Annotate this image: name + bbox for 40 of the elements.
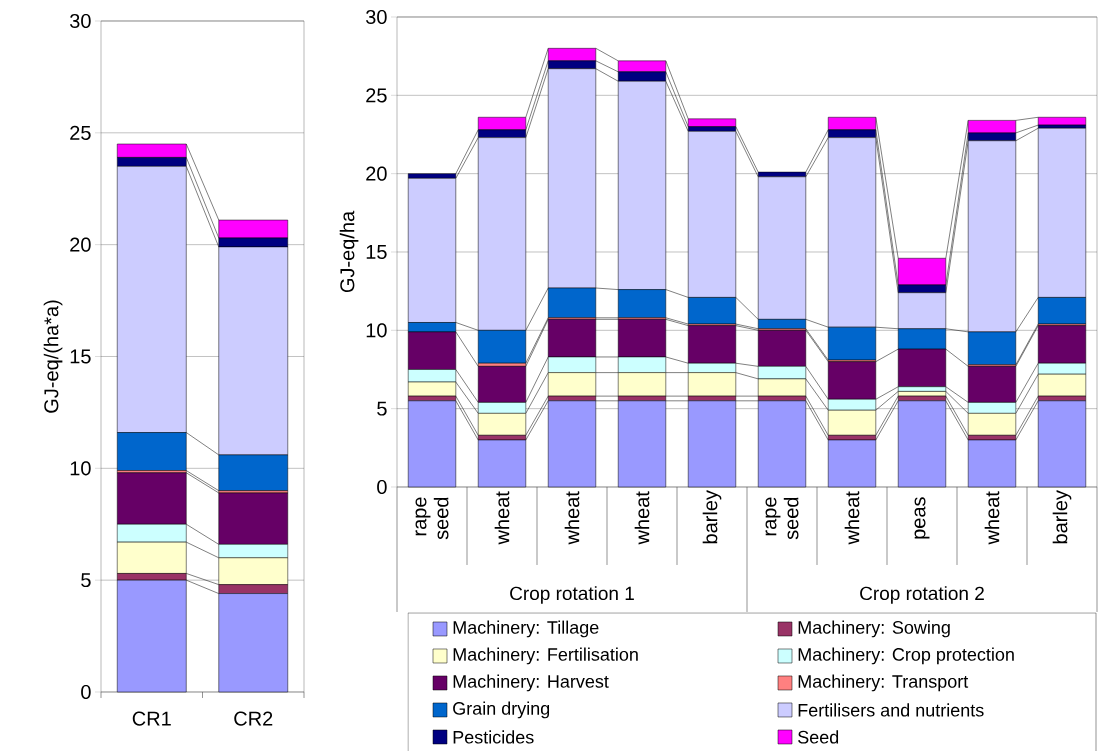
x-tick-label: CR1 <box>132 711 171 726</box>
legend-label: Pesticides <box>453 730 534 744</box>
x-tick-label: CR2 <box>234 711 273 726</box>
text: Crop rotation 2 <box>860 586 984 604</box>
x-tick-label: wheat <box>984 491 1000 545</box>
legend-label: Machinery: Transport <box>798 674 969 692</box>
x-tick-label: wheat <box>494 491 510 545</box>
y-tick-label: 15 <box>70 349 91 364</box>
y-tick-label: 20 <box>70 237 91 252</box>
y-tick-label: 5 <box>81 573 91 588</box>
y-tick-label: 10 <box>70 461 91 476</box>
legend-label: Machinery: Fertilisation <box>453 647 638 665</box>
y-tick-label: 5 <box>377 401 387 416</box>
x-tick-label: wheat <box>844 491 860 545</box>
y-tick-label: 15 <box>366 245 387 259</box>
y-tick-label: 30 <box>70 13 91 29</box>
x-tick-label: barley <box>702 490 722 544</box>
x-tick-label: rape seed <box>765 497 799 540</box>
x-tick-label: wheat <box>634 491 650 545</box>
y-tick-label: 10 <box>366 323 387 338</box>
y-tick-label: 0 <box>81 684 91 700</box>
legend-label: Seed <box>798 730 839 744</box>
x-tick-label: peas <box>914 497 930 539</box>
legend-label: Machinery: Sowing <box>798 620 950 638</box>
legend-label: Fertilisers and nutrients <box>798 703 984 717</box>
y-axis-title: GJ-eq/ha <box>339 210 359 293</box>
x-tick-label: rape seed <box>415 497 449 540</box>
x-tick-label: barley <box>1052 490 1072 544</box>
y-tick-label: 0 <box>377 479 387 495</box>
y-tick-label: 25 <box>70 125 91 140</box>
legend-label: Machinery: Harvest <box>453 674 609 692</box>
legend-label: Machinery: Tillage <box>453 620 599 638</box>
legend-label: Grain drying <box>453 701 550 719</box>
y-tick-label: 25 <box>366 88 387 103</box>
y-tick-label: 20 <box>366 166 387 181</box>
legend-label: Machinery: Crop protection <box>798 647 1014 665</box>
y-axis-title: GJ-eq/(ha*a) <box>43 300 63 413</box>
y-tick-label: 30 <box>366 9 387 25</box>
x-tick-label: wheat <box>564 491 580 545</box>
text: Crop rotation 1 <box>510 586 634 604</box>
